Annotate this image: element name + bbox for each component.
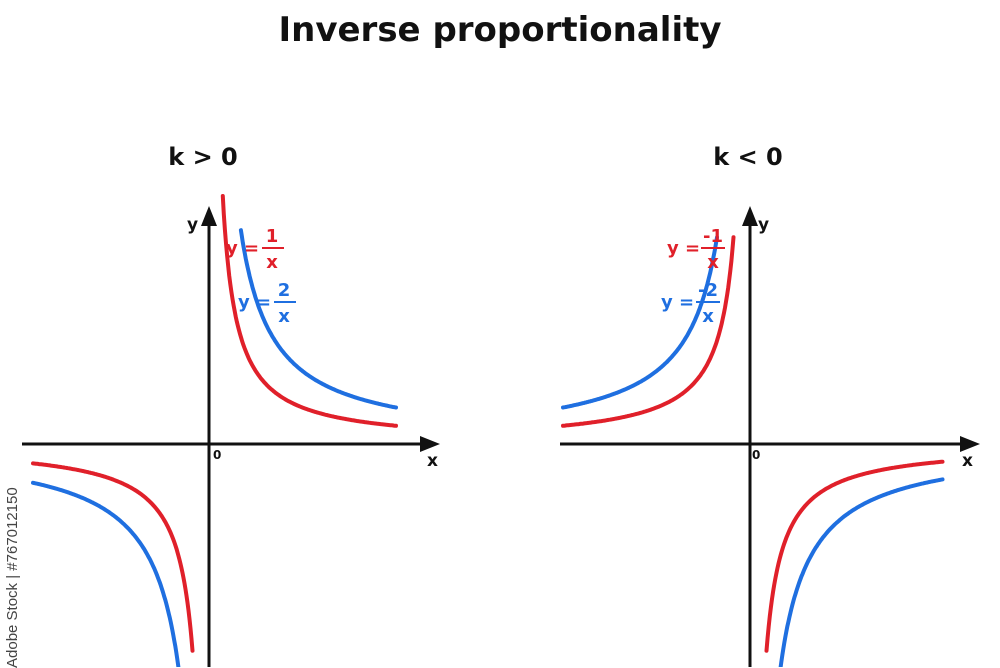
legend-denominator: x (266, 252, 278, 273)
x-axis-label: x (427, 451, 438, 471)
chart-k-negative: k < 0 x y 0 y = -1 x y = -2 x (560, 143, 980, 667)
legend-denominator: x (707, 252, 719, 273)
series-curve-neg2-over-x-positive-branch (778, 477, 945, 667)
y-axis-arrow-icon (742, 206, 758, 226)
svg-text:y =: y = (667, 238, 700, 259)
x-axis-arrow-icon (960, 436, 980, 452)
page-title: Inverse proportionality (278, 10, 722, 50)
legend-numerator: -1 (703, 226, 723, 247)
chart-title: k < 0 (713, 143, 782, 171)
chart-k-positive: k > 0 x y 0 y = 1 x y = 2 x (22, 143, 440, 667)
legend-numerator: 1 (266, 226, 279, 247)
legend-entry-1-over-x: y = 1 x (226, 226, 284, 273)
series-curve-1-over-x-positive-branch (220, 194, 398, 428)
y-axis-label: y (187, 215, 198, 235)
series-curve-neg1-over-x-positive-branch (764, 459, 945, 653)
origin-label: 0 (213, 448, 221, 462)
y-axis-label: y (758, 215, 769, 235)
x-axis-label: x (962, 451, 973, 471)
series-curve-2-over-x-negative-branch (31, 480, 181, 667)
legend-numerator: 2 (278, 280, 291, 301)
legend-entry-neg1-over-x: y = -1 x (667, 226, 725, 273)
series-curve-2-over-x-positive-branch (238, 228, 398, 410)
series-curve-neg2-over-x-negative-branch (561, 235, 719, 410)
origin-label: 0 (752, 448, 760, 462)
chart-title: k > 0 (168, 143, 237, 171)
series-curve-neg1-over-x-negative-branch (561, 235, 736, 428)
svg-text:y =: y = (226, 238, 259, 259)
legend-denominator: x (702, 306, 714, 327)
x-axis-arrow-icon (420, 436, 440, 452)
svg-text:y =: y = (661, 292, 694, 313)
legend-denominator: x (278, 306, 290, 327)
legend-numerator: -2 (698, 280, 718, 301)
legend-entry-neg2-over-x: y = -2 x (661, 280, 720, 327)
series-curve-1-over-x-negative-branch (31, 461, 195, 653)
legend-entry-2-over-x: y = 2 x (238, 280, 296, 327)
y-axis-arrow-icon (201, 206, 217, 226)
svg-text:y =: y = (238, 292, 271, 313)
